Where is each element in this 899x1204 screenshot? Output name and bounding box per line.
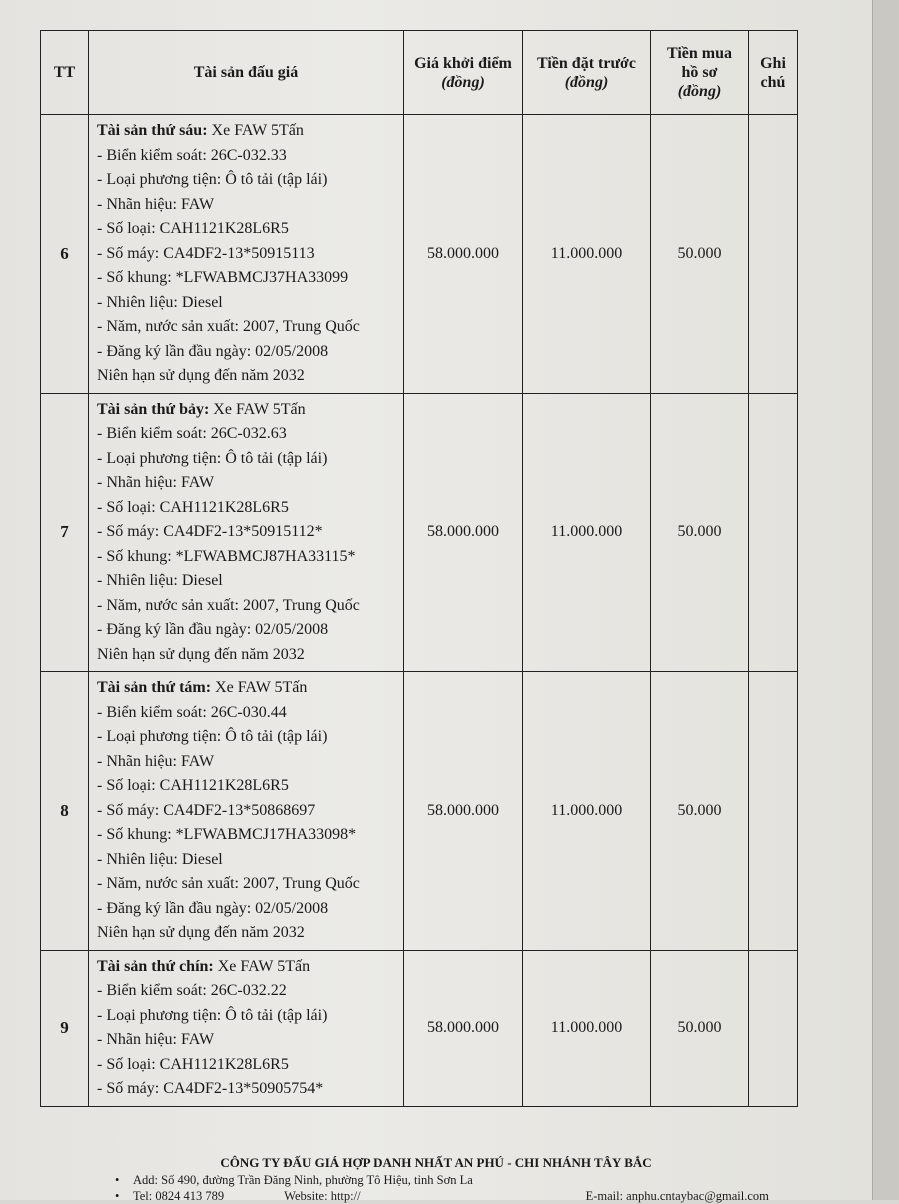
asset-detail-line: Niên hạn sử dụng đến năm 2032: [97, 645, 305, 663]
dossier-fee: 50.000: [650, 671, 749, 951]
footer: CÔNG TY ĐẤU GIÁ HỢP DANH NHẤT AN PHÚ - C…: [0, 1155, 872, 1203]
dossier-fee: 50.000: [650, 392, 749, 672]
dossier-fee: 50.000: [650, 949, 749, 1107]
start-price: 58.000.000: [403, 671, 523, 951]
header-note: Ghi chú: [748, 30, 798, 115]
footer-tel: Tel: 0824 413 789: [133, 1189, 225, 1203]
asset-detail-line: - Loại phương tiện: Ô tô tải (tập lái): [97, 449, 328, 467]
deposit: 11.000.000: [522, 949, 651, 1107]
asset-detail-line: - Năm, nước sản xuất: 2007, Trung Quốc: [97, 596, 360, 614]
deposit: 11.000.000: [522, 671, 651, 951]
asset-detail-line: - Nhiên liệu: Diesel: [97, 850, 223, 868]
asset-detail-line: - Số loại: CAH1121K28L6R5: [97, 1055, 289, 1073]
note: [748, 392, 798, 672]
asset-description: Tài sản thứ bảy: Xe FAW 5Tấn - Biển kiểm …: [88, 392, 404, 672]
asset-title: Tài sản thứ sáu: Xe FAW 5Tấn: [97, 122, 304, 139]
table-row: 6 Tài sản thứ sáu: Xe FAW 5Tấn - Biển kiểm…: [40, 114, 798, 394]
note: [748, 671, 798, 951]
asset-detail-line: - Loại phương tiện: Ô tô tải (tập lái): [97, 171, 328, 188]
asset-detail-line: - Nhiên liệu: Diesel: [97, 293, 223, 311]
asset-detail-line: - Số loại: CAH1121K28L6R5: [97, 220, 289, 237]
asset-description: Tài sản thứ sáu: Xe FAW 5Tấn - Biển kiểm …: [88, 114, 404, 394]
asset-detail-line: - Biển kiểm soát: 26C-032.33: [97, 146, 287, 164]
asset-detail-line: - Biển kiểm soát: 26C-032.22: [97, 982, 287, 999]
start-price: 58.000.000: [403, 114, 523, 394]
asset-detail-line: - Năm, nước sản xuất: 2007, Trung Quốc: [97, 318, 360, 335]
asset-detail-line: - Số máy: CA4DF2-13*50915112*: [97, 523, 323, 540]
asset-title: Tài sản thứ chín: Xe FAW 5Tấn: [97, 957, 311, 975]
asset-detail-line: - Đăng ký lần đầu ngày: 02/05/2008: [97, 342, 329, 360]
footer-contact: • Tel: 0824 413 789 Website: http://E-mail…: [115, 1189, 769, 1203]
table-row: 9 Tài sản thứ chín: Xe FAW 5Tấn - Biển kiể…: [40, 949, 798, 1107]
header-dossier-fee: Tiền mua hồ sơ (đồng): [650, 30, 749, 115]
asset-detail-line: - Nhiên liệu: Diesel: [97, 572, 223, 589]
header-asset: Tài sản đấu giá: [88, 30, 404, 115]
header-tt: TT: [40, 30, 89, 115]
asset-description: Tài sản thứ tám: Xe FAW 5Tấn - Biển kiểm …: [88, 671, 404, 951]
footer-address: • Add: Số 490, đường Trần Đăng Ninh, phườ…: [115, 1173, 473, 1187]
auction-assets-table: TT Tài sản đấu giá Giá khởi điểm (đồng) T…: [40, 30, 798, 1107]
footer-website[interactable]: Website: http://: [284, 1189, 361, 1203]
asset-detail-line: - Nhãn hiệu: FAW: [97, 752, 215, 770]
table-row: 8 Tài sản thứ tám: Xe FAW 5Tấn - Biển kiểm…: [40, 671, 798, 951]
asset-detail-line: - Số khung: *LFWABMCJ87HA33115*: [97, 547, 356, 565]
row-number: 8: [40, 671, 89, 951]
start-price: 58.000.000: [403, 949, 523, 1107]
table-row: 7 Tài sản thứ bảy: Xe FAW 5Tấn - Biển kiểm…: [40, 392, 798, 672]
asset-detail-line: - Số loại: CAH1121K28L6R5: [97, 777, 289, 794]
asset-description: Tài sản thứ chín: Xe FAW 5Tấn - Biển kiểm…: [88, 949, 404, 1107]
asset-detail-line: - Nhãn hiệu: FAW: [97, 195, 215, 213]
footer-company-name: CÔNG TY ĐẤU GIÁ HỢP DANH NHẤT AN PHÚ - C…: [220, 1155, 652, 1170]
asset-title: Tài sản thứ bảy: Xe FAW 5Tấn: [97, 400, 306, 418]
asset-detail-line: - Số khung: *LFWABMCJ37HA33099: [97, 269, 349, 286]
note: [748, 114, 798, 394]
dossier-fee: 50.000: [650, 114, 749, 394]
note: [748, 949, 798, 1107]
page-edge: [872, 0, 899, 1200]
header-start-price: Giá khởi điểm (đồng): [403, 30, 523, 115]
start-price: 58.000.000: [403, 392, 523, 672]
row-number: 9: [40, 949, 89, 1107]
asset-detail-line: - Đăng ký lần đầu ngày: 02/05/2008: [97, 899, 329, 917]
asset-detail-line: Niên hạn sử dụng đến năm 2032: [97, 367, 305, 384]
asset-detail-line: - Số khung: *LFWABMCJ17HA33098*: [97, 826, 357, 843]
footer-email[interactable]: E-mail: anphu.cntaybac@gmail.com: [585, 1189, 769, 1203]
asset-detail-line: Niên hạn sử dụng đến năm 2032: [97, 924, 305, 941]
asset-detail-line: - Số máy: CA4DF2-13*50905754*: [97, 1080, 324, 1097]
asset-detail-line: - Biển kiểm soát: 26C-030.44: [97, 703, 287, 721]
asset-detail-line: - Loại phương tiện: Ô tô tải (tập lái): [97, 728, 328, 745]
asset-title: Tài sản thứ tám: Xe FAW 5Tấn: [97, 679, 308, 696]
asset-detail-line: - Số máy: CA4DF2-13*50915113: [97, 244, 315, 262]
deposit: 11.000.000: [522, 114, 651, 394]
asset-detail-line: - Số loại: CAH1121K28L6R5: [97, 498, 289, 516]
asset-detail-line: - Nhãn hiệu: FAW: [97, 474, 215, 491]
header-deposit: Tiền đặt trước (đồng): [522, 30, 651, 115]
row-number: 7: [40, 392, 89, 672]
asset-detail-line: - Nhãn hiệu: FAW: [97, 1031, 215, 1048]
asset-detail-line: - Số máy: CA4DF2-13*50868697: [97, 801, 316, 819]
asset-detail-line: - Loại phương tiện: Ô tô tải (tập lái): [97, 1006, 328, 1024]
deposit: 11.000.000: [522, 392, 651, 672]
asset-detail-line: - Đăng ký lần đầu ngày: 02/05/2008: [97, 621, 329, 638]
asset-detail-line: - Năm, nước sản xuất: 2007, Trung Quốc: [97, 875, 360, 892]
row-number: 6: [40, 114, 89, 394]
asset-detail-line: - Biển kiểm soát: 26C-032.63: [97, 425, 287, 442]
table-header-row: TT Tài sản đấu giá Giá khởi điểm (đồng) T…: [40, 30, 798, 115]
